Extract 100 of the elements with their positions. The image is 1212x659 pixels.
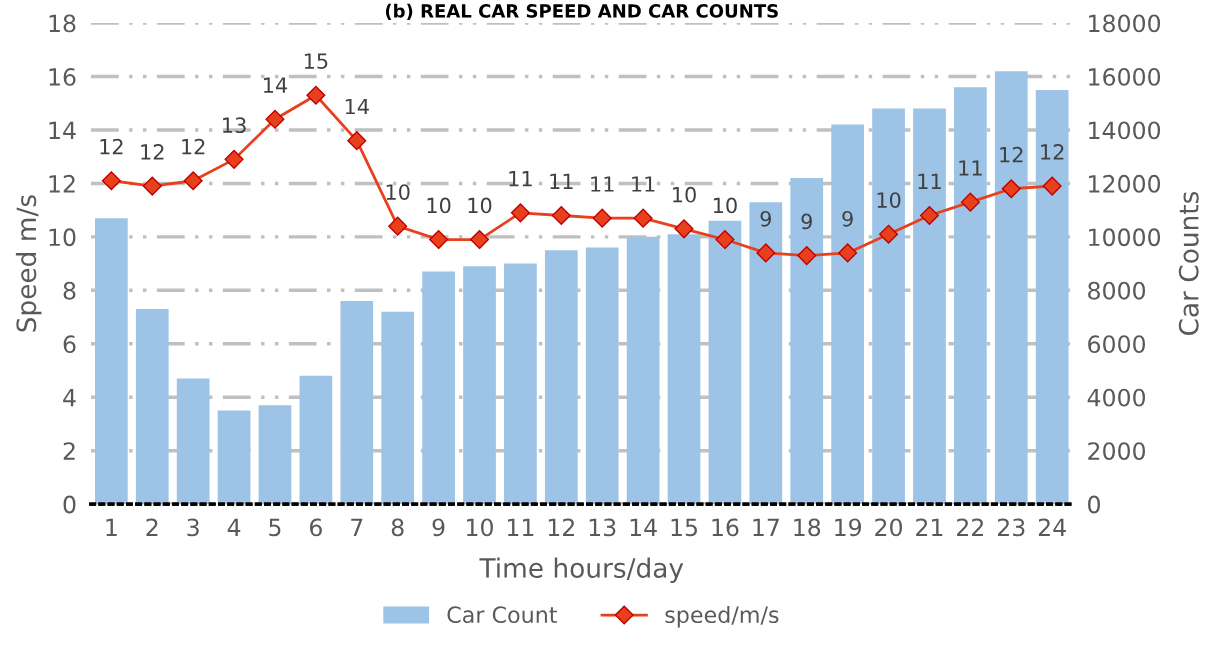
point — [633, 208, 653, 228]
bar — [790, 178, 824, 505]
point — [306, 85, 326, 105]
bar — [708, 220, 742, 505]
point — [674, 219, 694, 239]
point — [429, 230, 449, 250]
point — [551, 205, 571, 226]
data-label: 9 — [760, 210, 771, 227]
x-tick-label: 1 — [106, 518, 117, 536]
data-label: 12 — [182, 138, 205, 155]
bar — [994, 71, 1028, 505]
data-label: 13 — [223, 117, 246, 134]
point — [469, 230, 490, 250]
data-label: 12 — [141, 144, 164, 160]
data-label: 10 — [713, 197, 737, 214]
x-tick-label: 23 — [997, 518, 1025, 537]
legend-label: speed/m/s — [665, 605, 779, 628]
y-tick-label: 0 — [63, 495, 76, 514]
bar — [258, 405, 292, 505]
data-label: 10 — [673, 186, 696, 203]
x-tick-label: 3 — [187, 518, 199, 537]
data-label: 15 — [304, 53, 328, 69]
x-tick-label: 12 — [548, 518, 574, 536]
bar — [544, 250, 578, 505]
y-tick-label: 10 — [49, 228, 76, 247]
y2-tick-label: 18000 — [1089, 14, 1161, 33]
x-tick-label: 24 — [1038, 518, 1066, 536]
point — [919, 205, 939, 226]
y-axis-title: Speed m/s — [15, 195, 42, 332]
y2-tick-label: 4000 — [1087, 388, 1146, 407]
data-label: 14 — [345, 98, 369, 115]
point — [797, 246, 817, 266]
point — [388, 216, 408, 236]
bar — [299, 375, 333, 505]
data-label: 10 — [427, 197, 451, 214]
data-label: 12 — [1000, 146, 1023, 163]
bar — [94, 218, 128, 505]
x-tick-label: 22 — [957, 518, 984, 536]
point — [265, 109, 285, 129]
y-tick-label: 18 — [49, 14, 76, 33]
bar — [667, 234, 701, 505]
chart-title: (b) REAL CAR SPEED AND CAR COUNTS — [385, 3, 778, 20]
bar — [504, 263, 537, 505]
x-tick-label: 10 — [467, 518, 493, 537]
data-label: 10 — [468, 197, 492, 214]
bar — [463, 266, 496, 505]
point — [224, 149, 244, 169]
y2-tick-label: 6000 — [1088, 335, 1146, 354]
x-tick-label: 20 — [875, 518, 902, 537]
y-tick-label: 2 — [63, 442, 75, 460]
point — [1001, 179, 1021, 199]
bar — [135, 309, 169, 505]
y-tick-label: 6 — [63, 335, 76, 354]
bar — [340, 301, 374, 505]
x-tick-label: 7 — [351, 518, 363, 536]
data-label: 9 — [801, 213, 812, 230]
bar — [626, 236, 660, 505]
data-label: 11 — [509, 171, 532, 187]
y2-tick-label: 0 — [1088, 495, 1100, 514]
point — [838, 243, 858, 263]
bar — [217, 410, 251, 505]
bar — [176, 378, 210, 505]
data-label: 11 — [632, 176, 655, 192]
data-label: 12 — [1041, 144, 1064, 160]
point — [183, 171, 203, 191]
y-tick-label: 14 — [49, 121, 76, 139]
point — [347, 131, 367, 151]
bar — [422, 271, 455, 505]
x-tick-label: 19 — [835, 518, 861, 537]
x-tick-label: 16 — [712, 518, 739, 537]
y2-tick-label: 10000 — [1089, 228, 1161, 247]
y-tick-label: 12 — [49, 174, 75, 193]
x-axis-title: Time hours/day — [479, 557, 684, 584]
y-tick-label: 8 — [63, 281, 76, 300]
point — [715, 230, 735, 250]
y2-axis-title: Car Counts — [1178, 191, 1199, 336]
point — [101, 171, 121, 191]
y2-tick-label: 12000 — [1089, 174, 1161, 193]
legend-label: Car Count — [447, 606, 557, 624]
x-tick-label: 15 — [671, 518, 697, 537]
bar — [585, 247, 619, 505]
y2-tick-label: 14000 — [1089, 121, 1161, 140]
data-label: 11 — [550, 173, 573, 189]
x-tick-label: 13 — [589, 518, 616, 537]
y-tick-label: 16 — [49, 67, 76, 86]
x-tick-label: 14 — [630, 518, 657, 536]
bar — [913, 108, 946, 505]
y2-tick-label: 16000 — [1089, 67, 1161, 86]
data-label: 12 — [100, 138, 123, 155]
x-tick-label: 4 — [227, 518, 241, 536]
x-tick-label: 17 — [753, 518, 779, 536]
data-label: 11 — [591, 176, 614, 192]
x-tick-label: 9 — [432, 518, 445, 537]
x-tick-label: 11 — [507, 518, 534, 536]
y2-tick-label: 2000 — [1088, 442, 1146, 460]
x-tick-label: 8 — [391, 518, 404, 537]
point — [592, 208, 612, 228]
bar — [954, 87, 987, 505]
y2-tick-label: 8000 — [1088, 281, 1146, 300]
x-tick-label: 18 — [794, 518, 821, 537]
